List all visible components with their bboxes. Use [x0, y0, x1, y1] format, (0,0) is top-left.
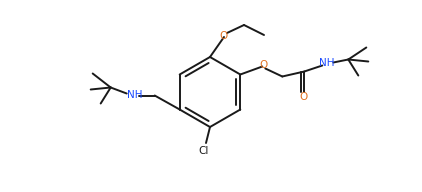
Text: Cl: Cl [199, 146, 209, 156]
Text: NH: NH [127, 89, 143, 99]
Text: O: O [259, 60, 268, 70]
Text: O: O [220, 31, 228, 41]
Text: NH: NH [319, 59, 334, 69]
Text: O: O [299, 93, 308, 103]
